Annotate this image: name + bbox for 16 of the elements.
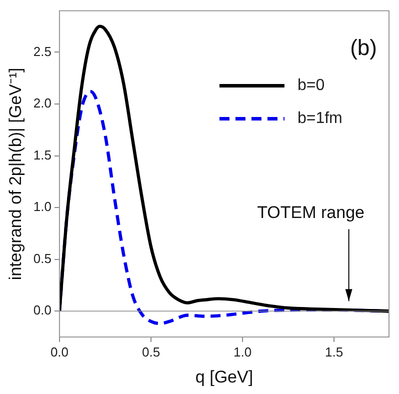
y-tick-label: 0.5	[33, 250, 52, 266]
y-tick-label: 0.0	[33, 302, 52, 318]
y-tick-label: 2.0	[33, 96, 52, 111]
legend-label: b=0	[297, 77, 325, 94]
y-axis-title: integrand of 2p|h(b)| [GeV⁻¹]	[6, 68, 25, 280]
x-tick-label: 1.5	[325, 344, 344, 360]
x-axis-title: q [GeV]	[195, 367, 254, 386]
y-tick-label: 1.5	[33, 147, 52, 162]
x-tick-label: 0.0	[50, 344, 69, 360]
legend-label: b=1fm	[297, 110, 342, 128]
y-tick-label: 1.0	[33, 199, 52, 214]
x-tick-label: 0.5	[142, 344, 160, 360]
x-tick-label: 1.0	[234, 344, 252, 360]
y-tick-label: 2.5	[33, 44, 52, 59]
annotation: (b)	[350, 34, 377, 60]
annotation: TOTEM range	[257, 202, 364, 222]
